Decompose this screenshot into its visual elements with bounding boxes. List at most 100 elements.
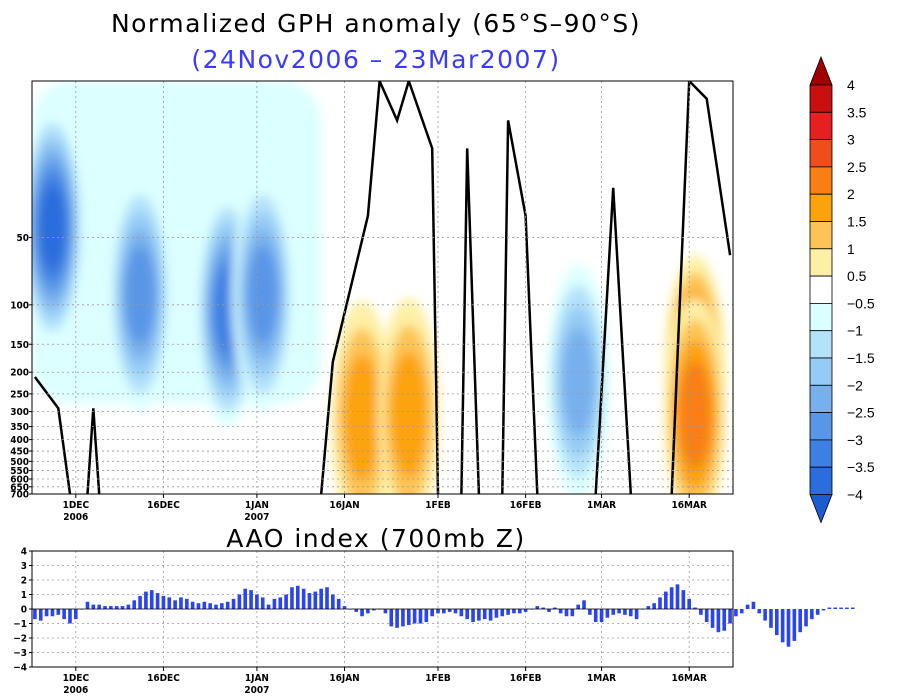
aao-bar <box>331 594 335 609</box>
colorbar-box <box>809 357 833 386</box>
aao-bar <box>605 609 610 618</box>
anomaly-contour-fill <box>678 361 712 469</box>
aao-bar <box>366 609 370 614</box>
aao-bar <box>144 591 148 609</box>
colorbar-box <box>809 412 833 441</box>
aao-bar <box>710 609 715 628</box>
colorbar-box <box>809 330 833 359</box>
aao-bar <box>371 609 376 611</box>
aao-bar <box>523 609 528 612</box>
aao-bar <box>821 609 826 611</box>
aao-bar <box>617 609 621 614</box>
year-tick-label: 2006 <box>63 512 88 523</box>
aao-bar <box>611 609 616 615</box>
aao-bar <box>325 587 329 609</box>
aao-bar <box>664 591 668 609</box>
aao-bar <box>138 595 142 609</box>
date-tick-label: 1JAN <box>245 500 269 511</box>
aao-bar <box>412 609 417 624</box>
colorbar: 4 3.5 3 2.5 2 1.5 1 0.5 −0.5 −1 −1.5 −2 −2.5 −3 −3.5 −4 <box>809 55 875 524</box>
anomaly-contour-fill <box>247 246 278 343</box>
main-title: Normalized GPH anomaly (65°S–90°S) <box>111 9 641 38</box>
aao-bar <box>850 607 855 609</box>
aao-bar <box>290 587 294 609</box>
aao-bar <box>149 590 154 609</box>
zero-contour-line <box>86 408 101 494</box>
aao-bar <box>687 598 691 609</box>
aao-bar <box>260 597 265 609</box>
colorbar-label: 2.5 <box>847 159 867 175</box>
colorbar-label: 3 <box>847 132 855 148</box>
aao-tick-label: −4 <box>13 663 27 674</box>
aao-bar <box>669 587 674 609</box>
aao-bar <box>120 606 125 609</box>
aao-bar <box>237 594 242 609</box>
colorbar-box <box>809 139 833 168</box>
aao-tick-label: −2 <box>13 634 27 645</box>
colorbar-box <box>809 84 833 113</box>
colorbar-box <box>809 193 833 222</box>
aao-bar <box>745 604 750 609</box>
aao-bar <box>675 584 680 609</box>
aao-bar <box>471 609 475 623</box>
aao-bar <box>506 609 510 615</box>
aao-tick-label: 4 <box>21 547 27 558</box>
pressure-tick-label: 450 <box>10 447 29 458</box>
aao-bar <box>62 609 66 620</box>
heatmap-frame <box>31 80 734 495</box>
aao-bar <box>360 609 364 617</box>
anomaly-field <box>32 81 732 494</box>
aao-bar <box>459 609 464 617</box>
aao-bar <box>97 604 101 609</box>
aao-bar <box>845 607 849 609</box>
colorbar-label: −1.5 <box>847 350 875 366</box>
aao-bar <box>38 609 43 621</box>
aao-bar <box>85 601 90 609</box>
aao-bar <box>512 609 516 614</box>
aao-bar <box>389 609 394 627</box>
aao-bar <box>301 588 306 609</box>
aao-bar <box>161 595 166 609</box>
aao-bar <box>482 609 487 620</box>
aao-tick-label: 2 <box>21 576 27 587</box>
aao-bar <box>593 609 598 623</box>
aao-bar <box>798 609 802 633</box>
date-tick-label: 1MAR <box>587 673 616 684</box>
date-tick-label: 16MAR <box>672 500 707 511</box>
aao-bar <box>202 601 207 609</box>
pressure-tick-label: 600 <box>10 475 29 486</box>
pressure-tick-label: 250 <box>10 389 29 400</box>
aao-bar <box>751 601 756 609</box>
aao-bar <box>570 609 575 617</box>
zero-contour-line <box>319 81 440 494</box>
aao-bar <box>243 588 248 609</box>
date-tick-label: 1DEC <box>63 673 90 684</box>
aao-bar <box>775 609 779 636</box>
aao-bar <box>535 606 540 609</box>
aao-bar <box>477 609 481 621</box>
date-tick-label: 16JAN <box>329 673 359 684</box>
aao-bar <box>815 609 820 615</box>
colorbar-label: −2.5 <box>847 405 875 421</box>
aao-bar <box>220 603 224 609</box>
pressure-tick-label: 100 <box>10 300 29 311</box>
aao-bar <box>453 609 458 614</box>
colorbar-label: 4 <box>847 77 855 93</box>
aao-bar <box>319 588 323 609</box>
aao-bar <box>588 609 592 615</box>
anomaly-contour-fill <box>390 352 428 478</box>
aao-bar <box>167 597 172 609</box>
aao-bar <box>184 598 189 609</box>
aao-bar <box>547 609 551 612</box>
year-tick-label: 2006 <box>63 685 88 696</box>
zero-contour-line <box>670 81 732 494</box>
aao-bar <box>728 609 732 624</box>
colorbar-label: −2 <box>847 377 863 393</box>
colorbar-label: −4 <box>847 487 863 503</box>
aao-bar <box>278 597 283 609</box>
aao-tick-label: 0 <box>21 605 27 616</box>
colorbar-label: 3.5 <box>847 104 867 120</box>
aao-bar <box>652 603 656 609</box>
aao-bar <box>582 600 586 609</box>
aao-bar <box>517 609 522 614</box>
